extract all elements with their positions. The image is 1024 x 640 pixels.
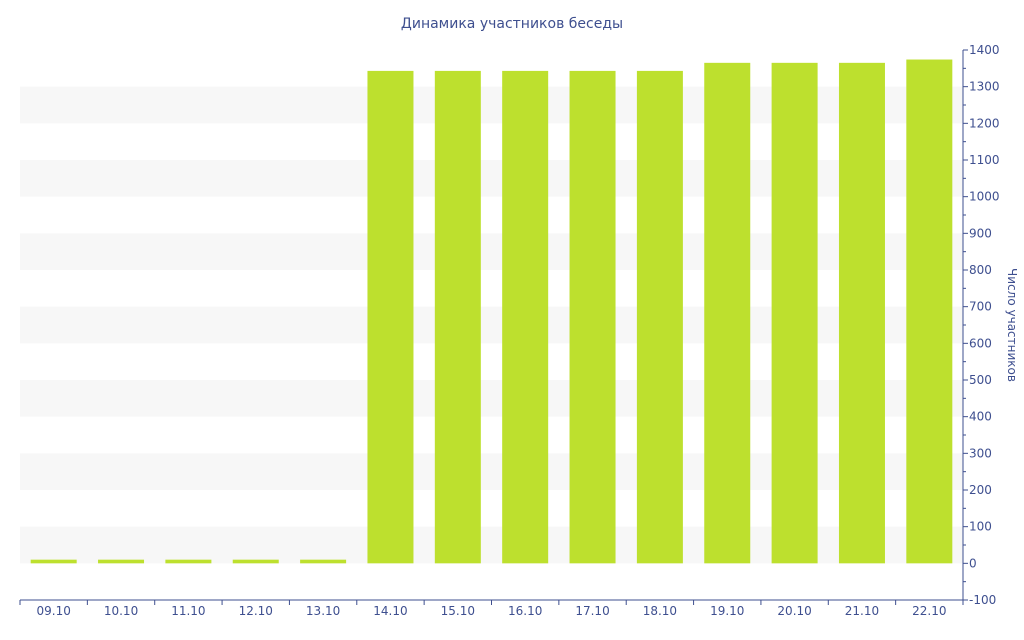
y-tick-label: 1300 [969,80,1000,94]
grid-band [20,526,963,564]
x-axis: 09.10 10.10 11.10 12.10 13.10 14.10 15.10 16.10… [19,599,964,618]
x-tick-label: 17.10 [575,604,609,618]
grid-band [20,86,963,124]
y-tick-label: 400 [969,410,992,424]
x-tick-label: 18.10 [643,604,677,618]
y-tick-label: 100 [969,520,992,534]
x-tick-label: 22.10 [912,604,946,618]
y-axis: -100 0 100 200 300 400 500 600 700 800 900 1000 1100… [962,43,1000,607]
y-axis-title: Число участников [1005,268,1019,382]
x-tick-label: 15.10 [441,604,475,618]
y-tick-label: 0 [969,556,977,570]
x-tick-label: 14.10 [373,604,407,618]
grid-band [20,453,963,490]
x-tick-label: 16.10 [508,604,542,618]
x-tick-label: 12.10 [239,604,273,618]
x-tick-label: 13.10 [306,604,340,618]
y-tick-label: 300 [969,446,992,460]
bar-09.10 [30,559,77,564]
x-tick-label: 10.10 [104,604,138,618]
bar-21.10 [838,62,885,564]
bar-20.10 [771,62,818,564]
bar-15.10 [434,70,481,564]
y-tick-label: 1200 [969,116,1000,130]
bar-22.10 [906,59,953,564]
bar-11.10 [165,559,212,564]
y-tick-label: 900 [969,226,992,240]
bar-16.10 [502,70,549,564]
grid-band [20,306,963,344]
x-tick-label: 21.10 [845,604,879,618]
y-tick-label: 800 [969,263,992,277]
x-tick-label: 20.10 [777,604,811,618]
grid-band [20,233,963,270]
y-tick-label: 200 [969,483,992,497]
chart-title: Динамика участников беседы [401,16,623,32]
y-tick-label: 1000 [969,190,1000,204]
x-tick-label: 11.10 [171,604,205,618]
bars [30,59,953,564]
y-tick-label: 600 [969,336,992,350]
bar-12.10 [232,559,279,564]
bar-13.10 [300,559,347,564]
y-tick-label: 700 [969,300,992,314]
bar-18.10 [636,70,683,564]
grid-bands [20,86,963,564]
y-tick-label: 1100 [969,153,1000,167]
y-tick-label: -100 [969,593,996,607]
y-tick-label: 1400 [969,43,1000,57]
y-tick-label: 500 [969,373,992,387]
grid-band [20,160,963,197]
bar-10.10 [98,559,145,564]
bar-19.10 [704,62,751,564]
x-tick-label: 09.10 [36,604,70,618]
x-tick-label: 19.10 [710,604,744,618]
bar-17.10 [569,70,616,564]
grid-band [20,380,963,417]
bar-14.10 [367,70,414,564]
